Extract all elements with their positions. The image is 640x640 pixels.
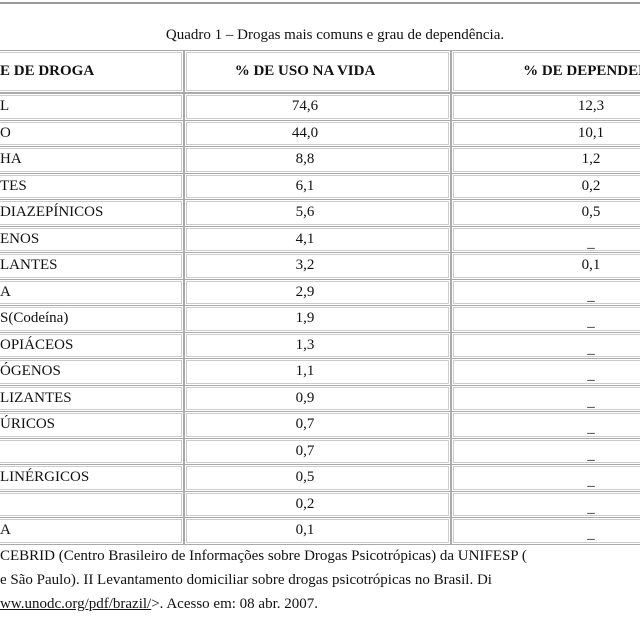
cell-text: _ (587, 367, 595, 384)
table-cell (0, 50, 184, 93)
cell-text: TES (0, 177, 27, 194)
table-cell (451, 517, 640, 545)
cell-text: 8,8 (295, 151, 315, 168)
cell-text: _ (587, 420, 595, 437)
cell-text: S(Codeína) (0, 310, 69, 327)
source-line: ww.unodc.org/pdf/brazil/>. Acesso em: 08… (0, 596, 318, 613)
cell-text: 1,2 (581, 151, 601, 168)
cell-text: _ (587, 340, 595, 357)
source-link[interactable]: ww.unodc.org/pdf/brazil/ (0, 596, 152, 612)
table-cell (0, 517, 184, 545)
table-cell (184, 50, 451, 93)
table-cell (451, 50, 640, 93)
cell-text: HA (0, 151, 22, 168)
cell-text: 1,9 (295, 310, 315, 327)
source-line: e São Paulo). II Levantamento domiciliar… (0, 572, 492, 588)
cell-text: _ (587, 526, 595, 543)
cell-text: 4,1 (295, 230, 315, 247)
cell-text: 3,2 (295, 257, 315, 274)
cell-text: A (0, 522, 11, 539)
table-cell (0, 437, 184, 465)
cell-text: 0,1 (581, 257, 601, 274)
top-rule (0, 2, 640, 4)
source-line: CEBRID (Centro Brasileiro de Informações… (0, 548, 527, 564)
header-cell-text: % DE DEPENDENT (523, 63, 640, 79)
cell-text: 10,1 (577, 124, 605, 141)
cell-text: 44,0 (291, 124, 319, 141)
cell-text: 5,6 (295, 204, 315, 221)
header-cell-text: E DE DROGA (0, 63, 95, 79)
cell-text: DIAZEPÍNICOS (0, 204, 104, 221)
cell-text: 0,7 (295, 416, 315, 433)
cell-text: _ (587, 446, 595, 463)
cell-text: L (0, 98, 10, 115)
table-cell (0, 146, 184, 174)
cell-text: 6,1 (295, 177, 315, 194)
cell-text: ÓGENOS (0, 363, 61, 380)
cell-text: _ (587, 234, 595, 251)
cell-text: O (0, 124, 11, 141)
cell-text: _ (587, 287, 595, 304)
cell-text: 0,7 (295, 442, 315, 459)
cell-text: _ (587, 499, 595, 516)
cell-text: LIZANTES (0, 389, 72, 406)
cell-text: 1,3 (295, 336, 315, 353)
cell-text: 0,2 (581, 177, 601, 194)
table-cell (0, 119, 184, 147)
header-cell-text: % DE USO NA VIDA (234, 63, 376, 79)
cell-text: _ (587, 473, 595, 490)
cell-text: A (0, 283, 11, 300)
cell-text: ENOS (0, 230, 40, 247)
table-cell (0, 278, 184, 306)
cell-text: 0,5 (581, 204, 601, 221)
cell-text: 12,3 (577, 98, 605, 115)
table-cell (0, 172, 184, 200)
cell-text: _ (587, 314, 595, 331)
cell-text: 0,2 (295, 495, 315, 512)
cell-text: LINÉRGICOS (0, 469, 90, 486)
cell-text: _ (587, 393, 595, 410)
table-cell (184, 517, 451, 545)
table-cell (0, 490, 184, 518)
cell-text: ÚRICOS (0, 416, 56, 433)
cell-text: 0,9 (295, 389, 315, 406)
cell-text: 1,1 (295, 363, 315, 380)
cell-text: 0,5 (295, 469, 315, 486)
cell-text: 0,1 (295, 522, 315, 539)
cell-text: LANTES (0, 257, 58, 274)
table-cell (0, 93, 184, 121)
cell-text: OPIÁCEOS (0, 336, 74, 353)
source-text: >. Acesso em: 08 abr. 2007. (151, 596, 318, 612)
table-title: Quadro 1 – Drogas mais comuns e grau de … (165, 27, 505, 43)
cell-text: 2,9 (295, 283, 315, 300)
cell-text: 74,6 (291, 98, 319, 115)
